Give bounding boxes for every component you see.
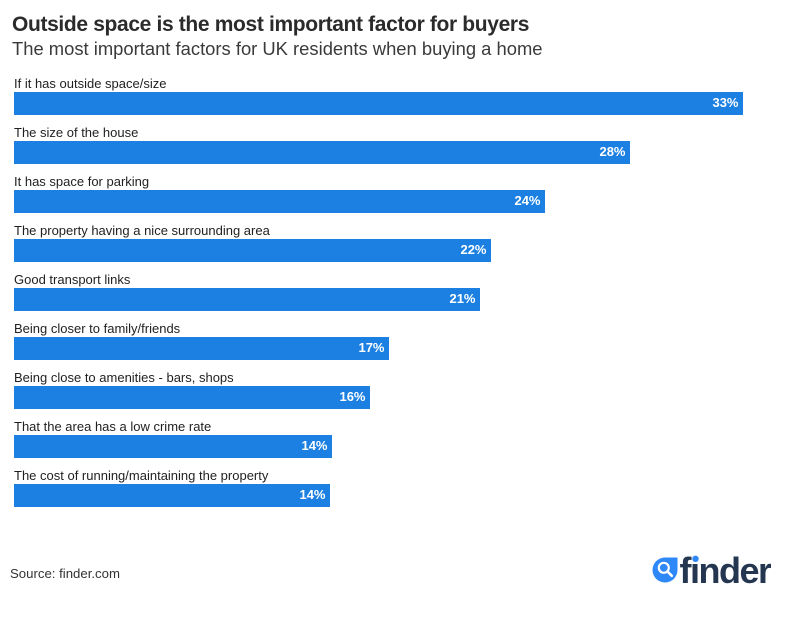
svg-text:fınder: fınder <box>680 551 772 587</box>
